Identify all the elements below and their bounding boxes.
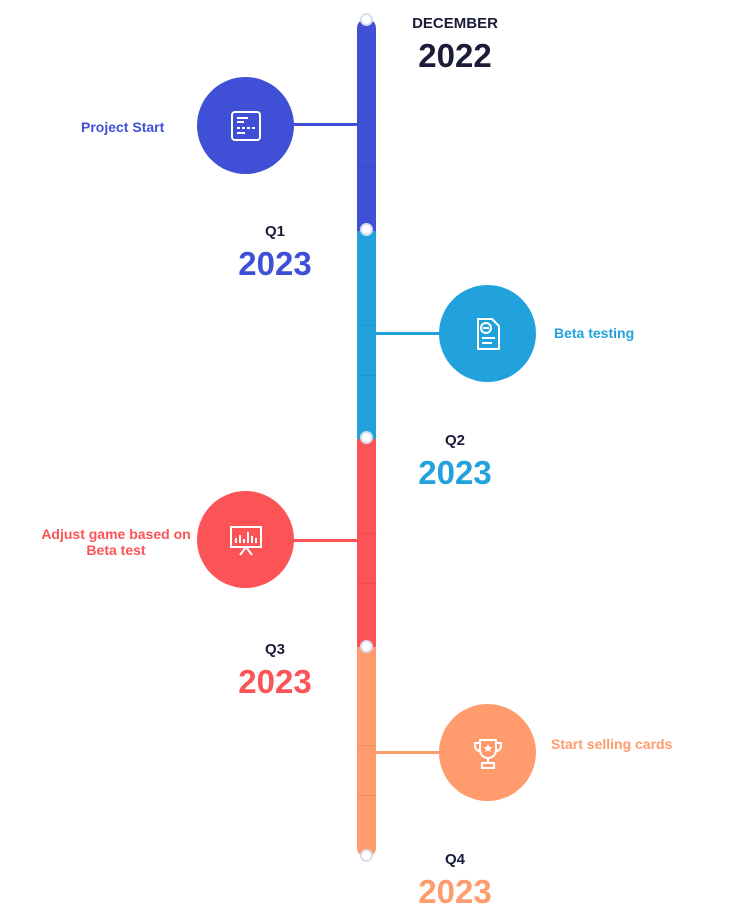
period-year: 2023 — [238, 245, 312, 282]
segment-divider — [357, 745, 376, 746]
presentation-board-icon — [229, 525, 262, 556]
timeline-dot — [360, 13, 373, 26]
timeline-segment-2 — [357, 231, 376, 439]
period-q2-2023: Q2 2023 — [380, 432, 530, 492]
segment-divider — [357, 325, 376, 326]
segment-divider — [357, 583, 376, 584]
milestone-beta-testing — [439, 285, 536, 382]
trophy-icon — [473, 738, 502, 769]
segment-divider — [357, 167, 376, 168]
milestone-label-line: Adjust game based on — [41, 526, 191, 542]
timeline-dot — [360, 849, 373, 862]
period-key: Q4 — [444, 851, 465, 868]
document-icon — [476, 317, 500, 350]
id-card-icon — [230, 110, 261, 141]
milestone-adjust-game — [197, 491, 294, 588]
milestone-label: Project Start — [81, 119, 165, 135]
segment-divider — [357, 795, 376, 796]
period-december-2022: DECEMBER 2022 — [380, 15, 530, 75]
period-key: Q3 — [264, 641, 285, 658]
timeline-segment-1 — [357, 19, 376, 231]
period-year: 2023 — [418, 454, 492, 491]
timeline-segment-4 — [357, 647, 376, 857]
timeline-dot — [360, 223, 373, 236]
period-year: 2023 — [238, 663, 312, 700]
period-key: DECEMBER — [412, 15, 498, 32]
milestone-start-selling — [439, 704, 536, 801]
milestone-connector — [292, 539, 358, 542]
timeline-dot — [360, 431, 373, 444]
period-q1-2023: Q1 2023 — [200, 223, 350, 283]
period-key: Q2 — [444, 432, 465, 449]
milestone-label: Start selling cards — [551, 736, 673, 752]
segment-divider — [357, 117, 376, 118]
milestone-connector — [376, 332, 440, 335]
period-q4-2023: Q4 2023 — [380, 851, 530, 911]
period-q3-2023: Q3 2023 — [200, 641, 350, 701]
timeline-segment-3 — [357, 439, 376, 647]
timeline-dot — [360, 640, 373, 653]
milestone-project-start — [197, 77, 294, 174]
segment-divider — [357, 375, 376, 376]
period-year: 2023 — [418, 873, 492, 910]
milestone-label: Beta testing — [554, 325, 635, 341]
milestone-connector — [376, 751, 440, 754]
period-key: Q1 — [264, 223, 285, 240]
milestone-label-line: Beta test — [86, 542, 146, 558]
milestone-connector — [292, 123, 358, 126]
segment-divider — [357, 533, 376, 534]
period-year: 2022 — [418, 37, 492, 74]
milestone-label: Adjust game based on Beta test — [28, 526, 204, 558]
